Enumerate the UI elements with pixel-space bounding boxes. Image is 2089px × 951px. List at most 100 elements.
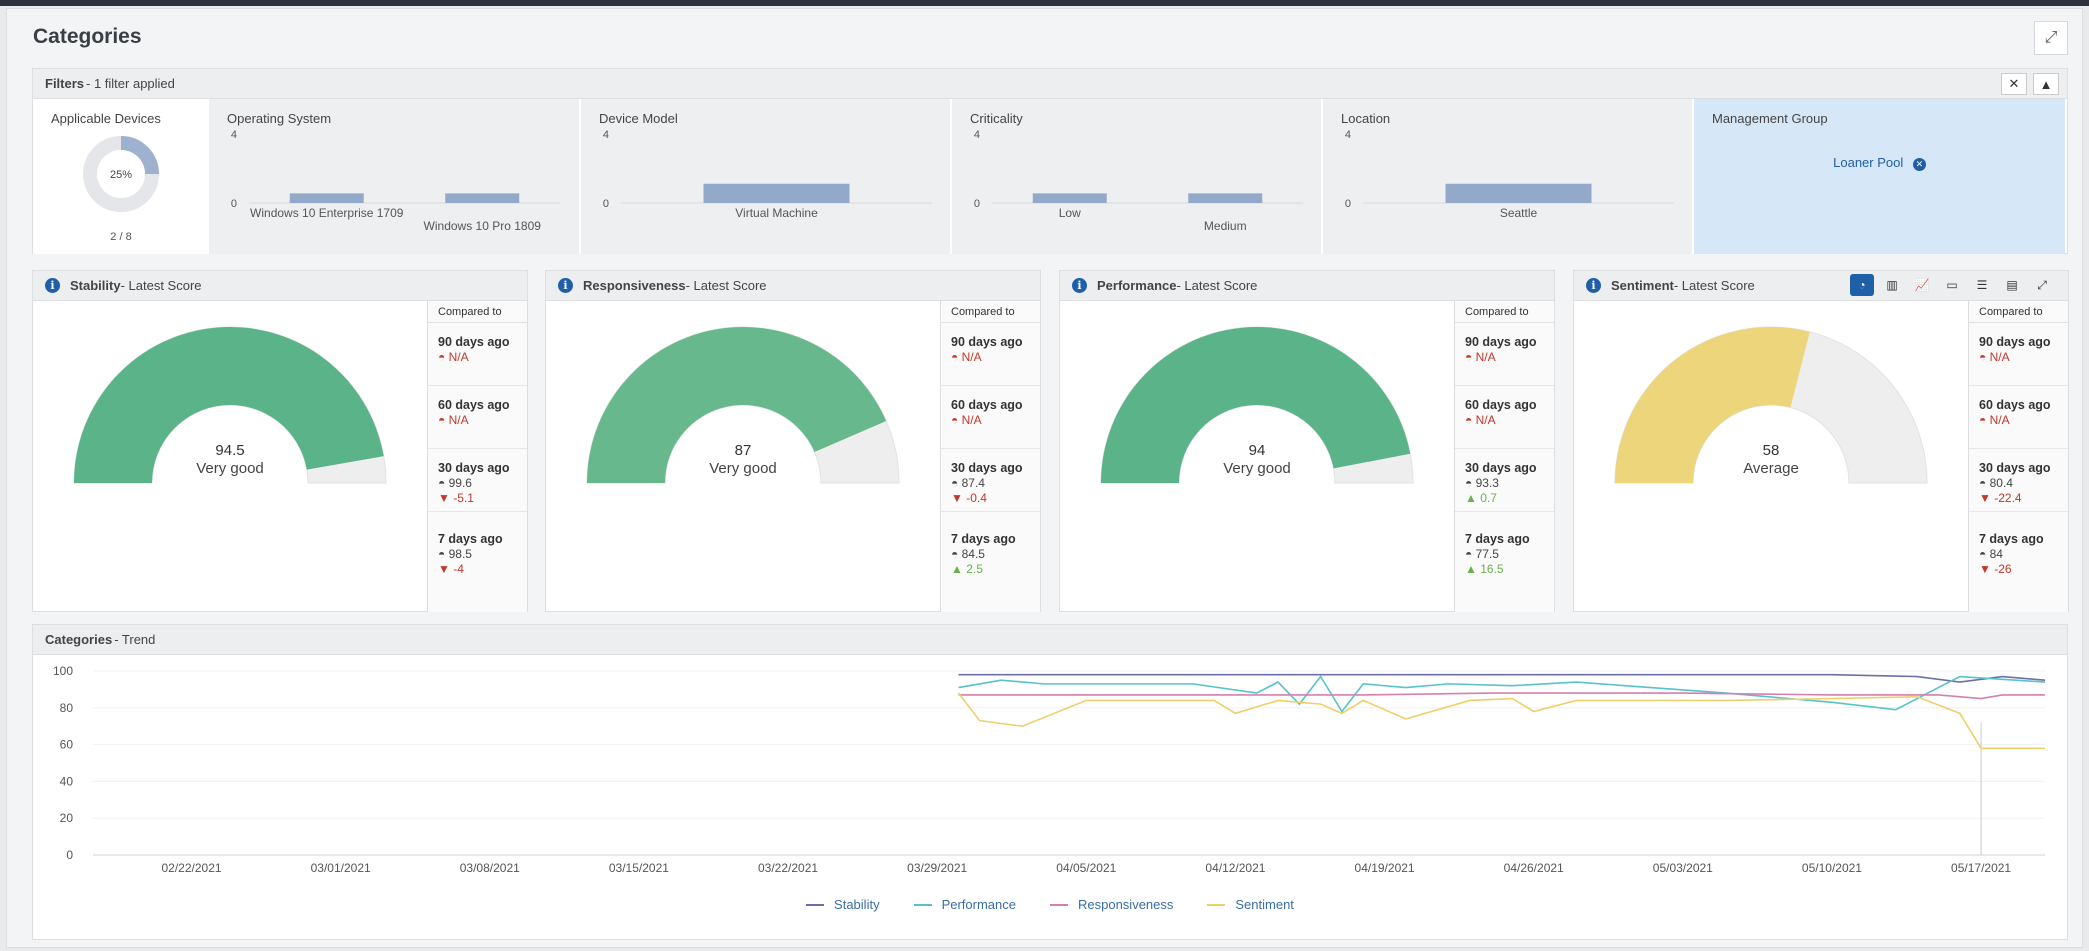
gauge-score: 58 (1763, 442, 1780, 459)
location-filter[interactable]: Location 4 0 Seattle (1323, 99, 1694, 254)
compare-row: 90 days ago ◓ N/A (941, 323, 1040, 386)
gauge-small-icon: ◓ (1979, 547, 1990, 561)
compare-period: 7 days ago (1979, 532, 2044, 546)
y-tick-min: 0 (974, 198, 980, 210)
gauge-rating: Average (1743, 460, 1799, 477)
gauge-small-icon: ◓ (438, 547, 449, 561)
donut-filled-arc (120, 136, 159, 175)
filter-bar (445, 193, 520, 203)
filters-header[interactable]: Filters - 1 filter applied (33, 69, 2067, 99)
compare-period: 30 days ago (438, 461, 510, 475)
gauge-area[interactable]: 87 Very good (546, 301, 940, 612)
x-tick-label: 04/19/2021 (1355, 861, 1415, 875)
info-icon[interactable]: i (45, 278, 60, 293)
legend-item-responsiveness[interactable]: Responsiveness (1050, 897, 1173, 912)
management-group-value[interactable]: Loaner Pool (1833, 155, 1904, 170)
gauge-area[interactable]: 58 Average (1574, 301, 1968, 612)
info-icon[interactable]: i (1072, 278, 1087, 293)
gauge-small-icon: ◓ (951, 350, 962, 364)
x-tick-label: 03/15/2021 (609, 861, 669, 875)
filter-label: Device Model (599, 111, 678, 126)
expand-icon[interactable]: ⤢ (2034, 21, 2068, 55)
table-icon[interactable]: ▤ (2006, 278, 2018, 292)
compare-row: 7 days ago ◓ 98.5 ▼ -4 (428, 512, 527, 592)
x-tick-label: 03/01/2021 (311, 861, 371, 875)
gauge-small-icon: ◓ (438, 413, 449, 427)
compare-value: 93.3 (1475, 476, 1499, 490)
applicable-devices-label: Applicable Devices (51, 111, 161, 126)
legend-item-sentiment[interactable]: Sentiment (1207, 897, 1294, 912)
compare-row: 60 days ago ◓ N/A (941, 386, 1040, 449)
y-tick-label: 60 (60, 738, 74, 752)
x-tick-label: 03/29/2021 (907, 861, 967, 875)
gauge-small-icon: ◓ (951, 476, 962, 490)
legend-label: Responsiveness (1078, 897, 1174, 912)
y-tick-label: 40 (60, 774, 74, 788)
line-chart-icon[interactable]: 📈 (1914, 278, 1930, 292)
gauge-rating: Very good (709, 460, 777, 477)
info-icon[interactable]: i (1586, 278, 1601, 293)
gauge-value-arc (1615, 327, 1810, 483)
compared-to-header: Compared to (941, 301, 1040, 323)
x-tick-label: 02/22/2021 (161, 861, 221, 875)
gauge-area[interactable]: 94.5 Very good (33, 301, 427, 612)
info-icon[interactable]: i (558, 278, 573, 293)
gauge-icon[interactable]: ◔ (1850, 274, 1874, 296)
gauge-rating: Very good (1223, 460, 1291, 477)
compare-period: 7 days ago (1465, 532, 1530, 546)
categories-trend-panel: Categories - Trend 100 80 60 40 20 0 02/22/202… (32, 624, 2068, 940)
compare-row: 90 days ago ◓ N/A (1969, 323, 2068, 386)
filter-bar (1188, 193, 1263, 203)
window-top-bar (0, 0, 2089, 6)
score-delta: ▲ 0.7 (1465, 491, 1497, 505)
applicable-devices-filter[interactable]: Applicable Devices 25% 2 / 8 (33, 99, 209, 254)
device-model-filter[interactable]: Device Model 4 0 Virtual Machine (581, 99, 952, 254)
compare-value: 80.4 (1989, 476, 2013, 490)
series-line-stability (958, 673, 2046, 683)
gauge-panel-header: i Performance - Latest Score (1060, 271, 1554, 301)
x-tick-label: 04/12/2021 (1205, 861, 1265, 875)
sentiment-score-panel: i Sentiment - Latest Score ◔ ▥ 📈 ▭ ☰ ▤ ⤢ 58 Ave… (1573, 270, 2069, 612)
criticality-filter[interactable]: Criticality 4 0 Low Medium (952, 99, 1323, 254)
compare-row: 90 days ago ◓ N/A (1455, 323, 1554, 386)
y-tick-label: 80 (60, 701, 74, 715)
filters-panel: Filters - 1 filter applied ✕ ▲ Applicabl… (32, 68, 2068, 254)
trend-line-chart[interactable]: 100 80 60 40 20 0 02/22/2021 03/01/2021 03/08/20… (33, 655, 2067, 895)
performance-score-panel: i Performance - Latest Score 94 Very good… (1059, 270, 1555, 612)
trend-title: Categories (45, 632, 113, 647)
gauge-title: Sentiment (1611, 278, 1674, 293)
gauge-title: Stability (70, 278, 121, 293)
operating-system-filter[interactable]: Operating System 4 0 Windows 10 Enterprise… (209, 99, 581, 254)
expand-icon[interactable]: ⤢ (2037, 277, 2047, 292)
monitor-icon[interactable]: ▭ (1946, 278, 1958, 292)
legend-swatch (806, 903, 825, 906)
legend-swatch (1207, 903, 1226, 906)
caret-up-icon[interactable]: ▲ (2033, 73, 2059, 95)
series-line-performance (958, 675, 2046, 713)
compare-period: 30 days ago (951, 461, 1023, 475)
x-tick-label: 05/03/2021 (1653, 861, 1713, 875)
x-tick-label: 05/17/2021 (1951, 861, 2011, 875)
compare-row: 60 days ago ◓ N/A (428, 386, 527, 449)
legend-item-performance[interactable]: Performance (913, 897, 1016, 912)
compared-to-header: Compared to (428, 301, 527, 323)
y-tick-max: 4 (1345, 129, 1351, 141)
bar-chart-icon[interactable]: ▥ (1886, 278, 1898, 292)
gauge-area[interactable]: 94 Very good (1060, 301, 1454, 612)
compare-value: N/A (1475, 413, 1496, 427)
management-group-filter[interactable]: Management Group Loaner Pool ✕ (1694, 99, 2065, 254)
remove-filter-icon[interactable]: ✕ (1912, 158, 1926, 171)
gauge-small-icon: ◓ (1979, 476, 1990, 490)
legend-label: Performance (941, 897, 1016, 912)
close-icon[interactable]: ✕ (2001, 73, 2027, 95)
gauge-small-icon: ◓ (951, 547, 962, 561)
compare-value: 77.5 (1475, 547, 1499, 561)
compare-period: 90 days ago (1979, 335, 2051, 349)
gauge-small-icon: ◓ (438, 476, 449, 490)
filter-bar-chart: 4 0 Low Medium (974, 129, 1303, 233)
legend-label: Sentiment (1235, 897, 1294, 912)
list-icon[interactable]: ☰ (1976, 278, 1988, 292)
legend-item-stability[interactable]: Stability (806, 897, 880, 912)
trend-legend: Stability Performance Responsiveness Sentim… (33, 897, 2067, 912)
compared-to-column: Compared to 90 days ago ◓ N/A 60 days ag… (1454, 301, 1554, 612)
